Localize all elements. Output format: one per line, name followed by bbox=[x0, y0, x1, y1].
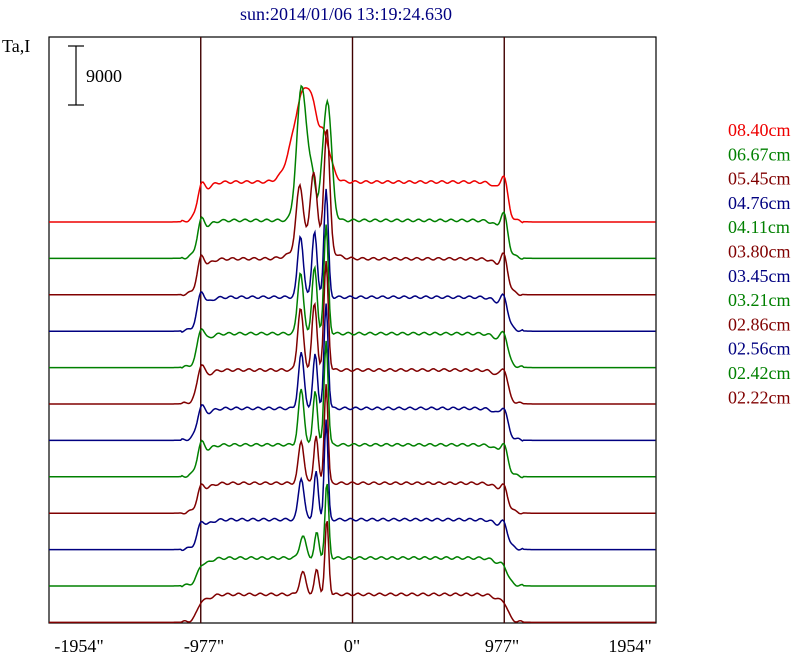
scale-bar-label: 9000 bbox=[86, 66, 122, 86]
legend-entry: 04.76cm bbox=[728, 193, 791, 213]
series-line-02.42cm bbox=[49, 483, 656, 588]
legend-entry: 03.21cm bbox=[728, 290, 791, 310]
x-tick-label: 0" bbox=[344, 636, 360, 656]
y-axis-label: Ta,I bbox=[2, 36, 30, 56]
series-line-02.22cm bbox=[49, 520, 656, 624]
legend-entry: 02.22cm bbox=[728, 387, 791, 407]
legend-entry: 02.56cm bbox=[728, 339, 791, 359]
legend-entry: 08.40cm bbox=[728, 120, 791, 140]
legend-entry: 03.45cm bbox=[728, 266, 791, 286]
x-tick-label: -1954" bbox=[54, 636, 103, 656]
series-line-06.67cm bbox=[49, 84, 656, 260]
series-line-02.56cm bbox=[49, 419, 656, 552]
legend-entry: 06.67cm bbox=[728, 144, 791, 164]
series-line-04.76cm bbox=[49, 188, 656, 333]
x-tick-label: 977" bbox=[485, 636, 519, 656]
x-tick-label: -977" bbox=[184, 636, 224, 656]
series-line-08.40cm bbox=[49, 87, 656, 224]
legend-entry: 04.11cm bbox=[728, 217, 790, 237]
legend-entry: 03.80cm bbox=[728, 242, 791, 262]
series-line-03.80cm bbox=[49, 261, 656, 405]
scale-bar: 9000 bbox=[68, 45, 122, 106]
legend-entry: 05.45cm bbox=[728, 169, 791, 189]
legend-entry: 02.86cm bbox=[728, 314, 791, 334]
series-line-04.11cm bbox=[49, 224, 656, 369]
x-tick-label: 1954" bbox=[608, 636, 651, 656]
series-line-02.86cm bbox=[49, 384, 656, 515]
series-line-05.45cm bbox=[49, 129, 656, 297]
chart-title: sun:2014/01/06 13:19:24.630 bbox=[240, 4, 452, 24]
series-line-03.45cm bbox=[49, 303, 656, 442]
legend-entry: 02.42cm bbox=[728, 363, 791, 383]
series-line-03.21cm bbox=[49, 340, 656, 479]
